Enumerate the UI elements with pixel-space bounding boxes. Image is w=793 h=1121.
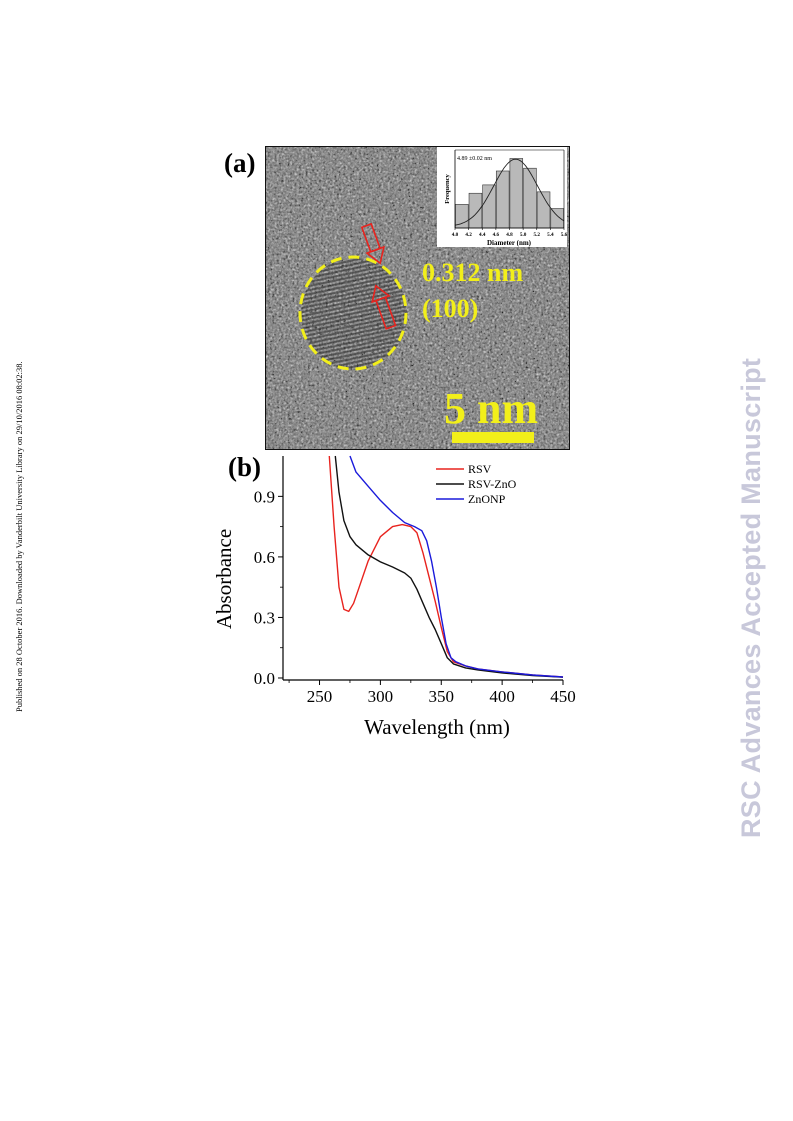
y-tick-label: 0.6 [254,548,275,567]
y-tick-label: 0.3 [254,608,275,627]
inset-y-axis-title: Frequency [444,174,451,204]
d-spacing-label: 0.312 nm [422,258,524,287]
inset-tick-label: 4.8 [506,232,513,238]
tem-annotations [298,222,408,371]
x-tick-label: 300 [368,687,394,706]
inset-tick-label: 4.4 [479,232,486,238]
publication-note-text: Published on 28 October 2016. Downloaded… [14,361,24,712]
inset-tick-label: 4.6 [493,232,500,238]
lattice-plane-label: (100) [422,294,479,323]
absorbance-chart: 250 300 350 400 450 0.0 0.3 0.6 0.9 RSV RSV-ZnO Zn… [205,448,590,748]
y-tick-label: 0.0 [254,669,275,688]
size-distribution-inset: 4.0 4.2 4.4 4.6 4.8 5.0 5.2 5.4 5.6 4.89 ±0.02 n… [437,147,568,247]
gaussian-fit-line [454,158,565,226]
series-line-rsv-zno [334,455,564,678]
inset-tick-label: 4.2 [465,232,472,238]
y-axis-title: Absorbance [212,529,236,629]
watermark-text: RSC Advances Accepted Manuscript [736,357,766,838]
series-line-znonp [349,455,564,678]
inset-x-axis-title: Diameter (nm) [487,239,532,247]
inset-tick-label: 5.4 [547,232,554,238]
lattice-arrow-upper [360,222,385,265]
legend-label: RSV-ZnO [468,477,517,491]
panel-b-label: (b) [228,452,261,482]
panel-a-label: (a) [224,148,256,178]
x-tick-label: 350 [429,687,455,706]
inset-tick-label: 5.6 [561,232,567,238]
watermark: RSC Advances Accepted Manuscript [728,280,778,840]
x-tick-label: 400 [489,687,515,706]
legend-label: RSV [468,462,492,476]
inset-tick-label: 4.0 [452,232,459,238]
scale-bar-label: 5 nm [444,384,539,433]
x-tick-label: 450 [550,687,576,706]
legend-label: ZnONP [468,492,506,506]
tem-micrograph [266,147,569,449]
x-axis-title: Wavelength (nm) [364,715,510,739]
lattice-arrow-lower [371,284,397,330]
inset-mean-label: 4.89 ±0.02 nm [457,156,492,162]
absorbance-chart-svg: 250 300 350 400 450 0.0 0.3 0.6 0.9 RSVRSV-ZnOZn… [212,455,576,739]
x-tick-label: 250 [307,687,333,706]
nanoparticle-outline [298,255,408,371]
publication-note: Published on 28 October 2016. Downloaded… [4,272,24,712]
inset-tick-label: 5.0 [520,232,527,238]
scale-bar [452,432,534,443]
y-tick-label: 0.9 [254,487,275,506]
inset-tick-label: 5.2 [534,232,541,238]
size-distribution-histogram: 4.0 4.2 4.4 4.6 4.8 5.0 5.2 5.4 5.6 4.89 ±0.02 n… [444,149,568,247]
